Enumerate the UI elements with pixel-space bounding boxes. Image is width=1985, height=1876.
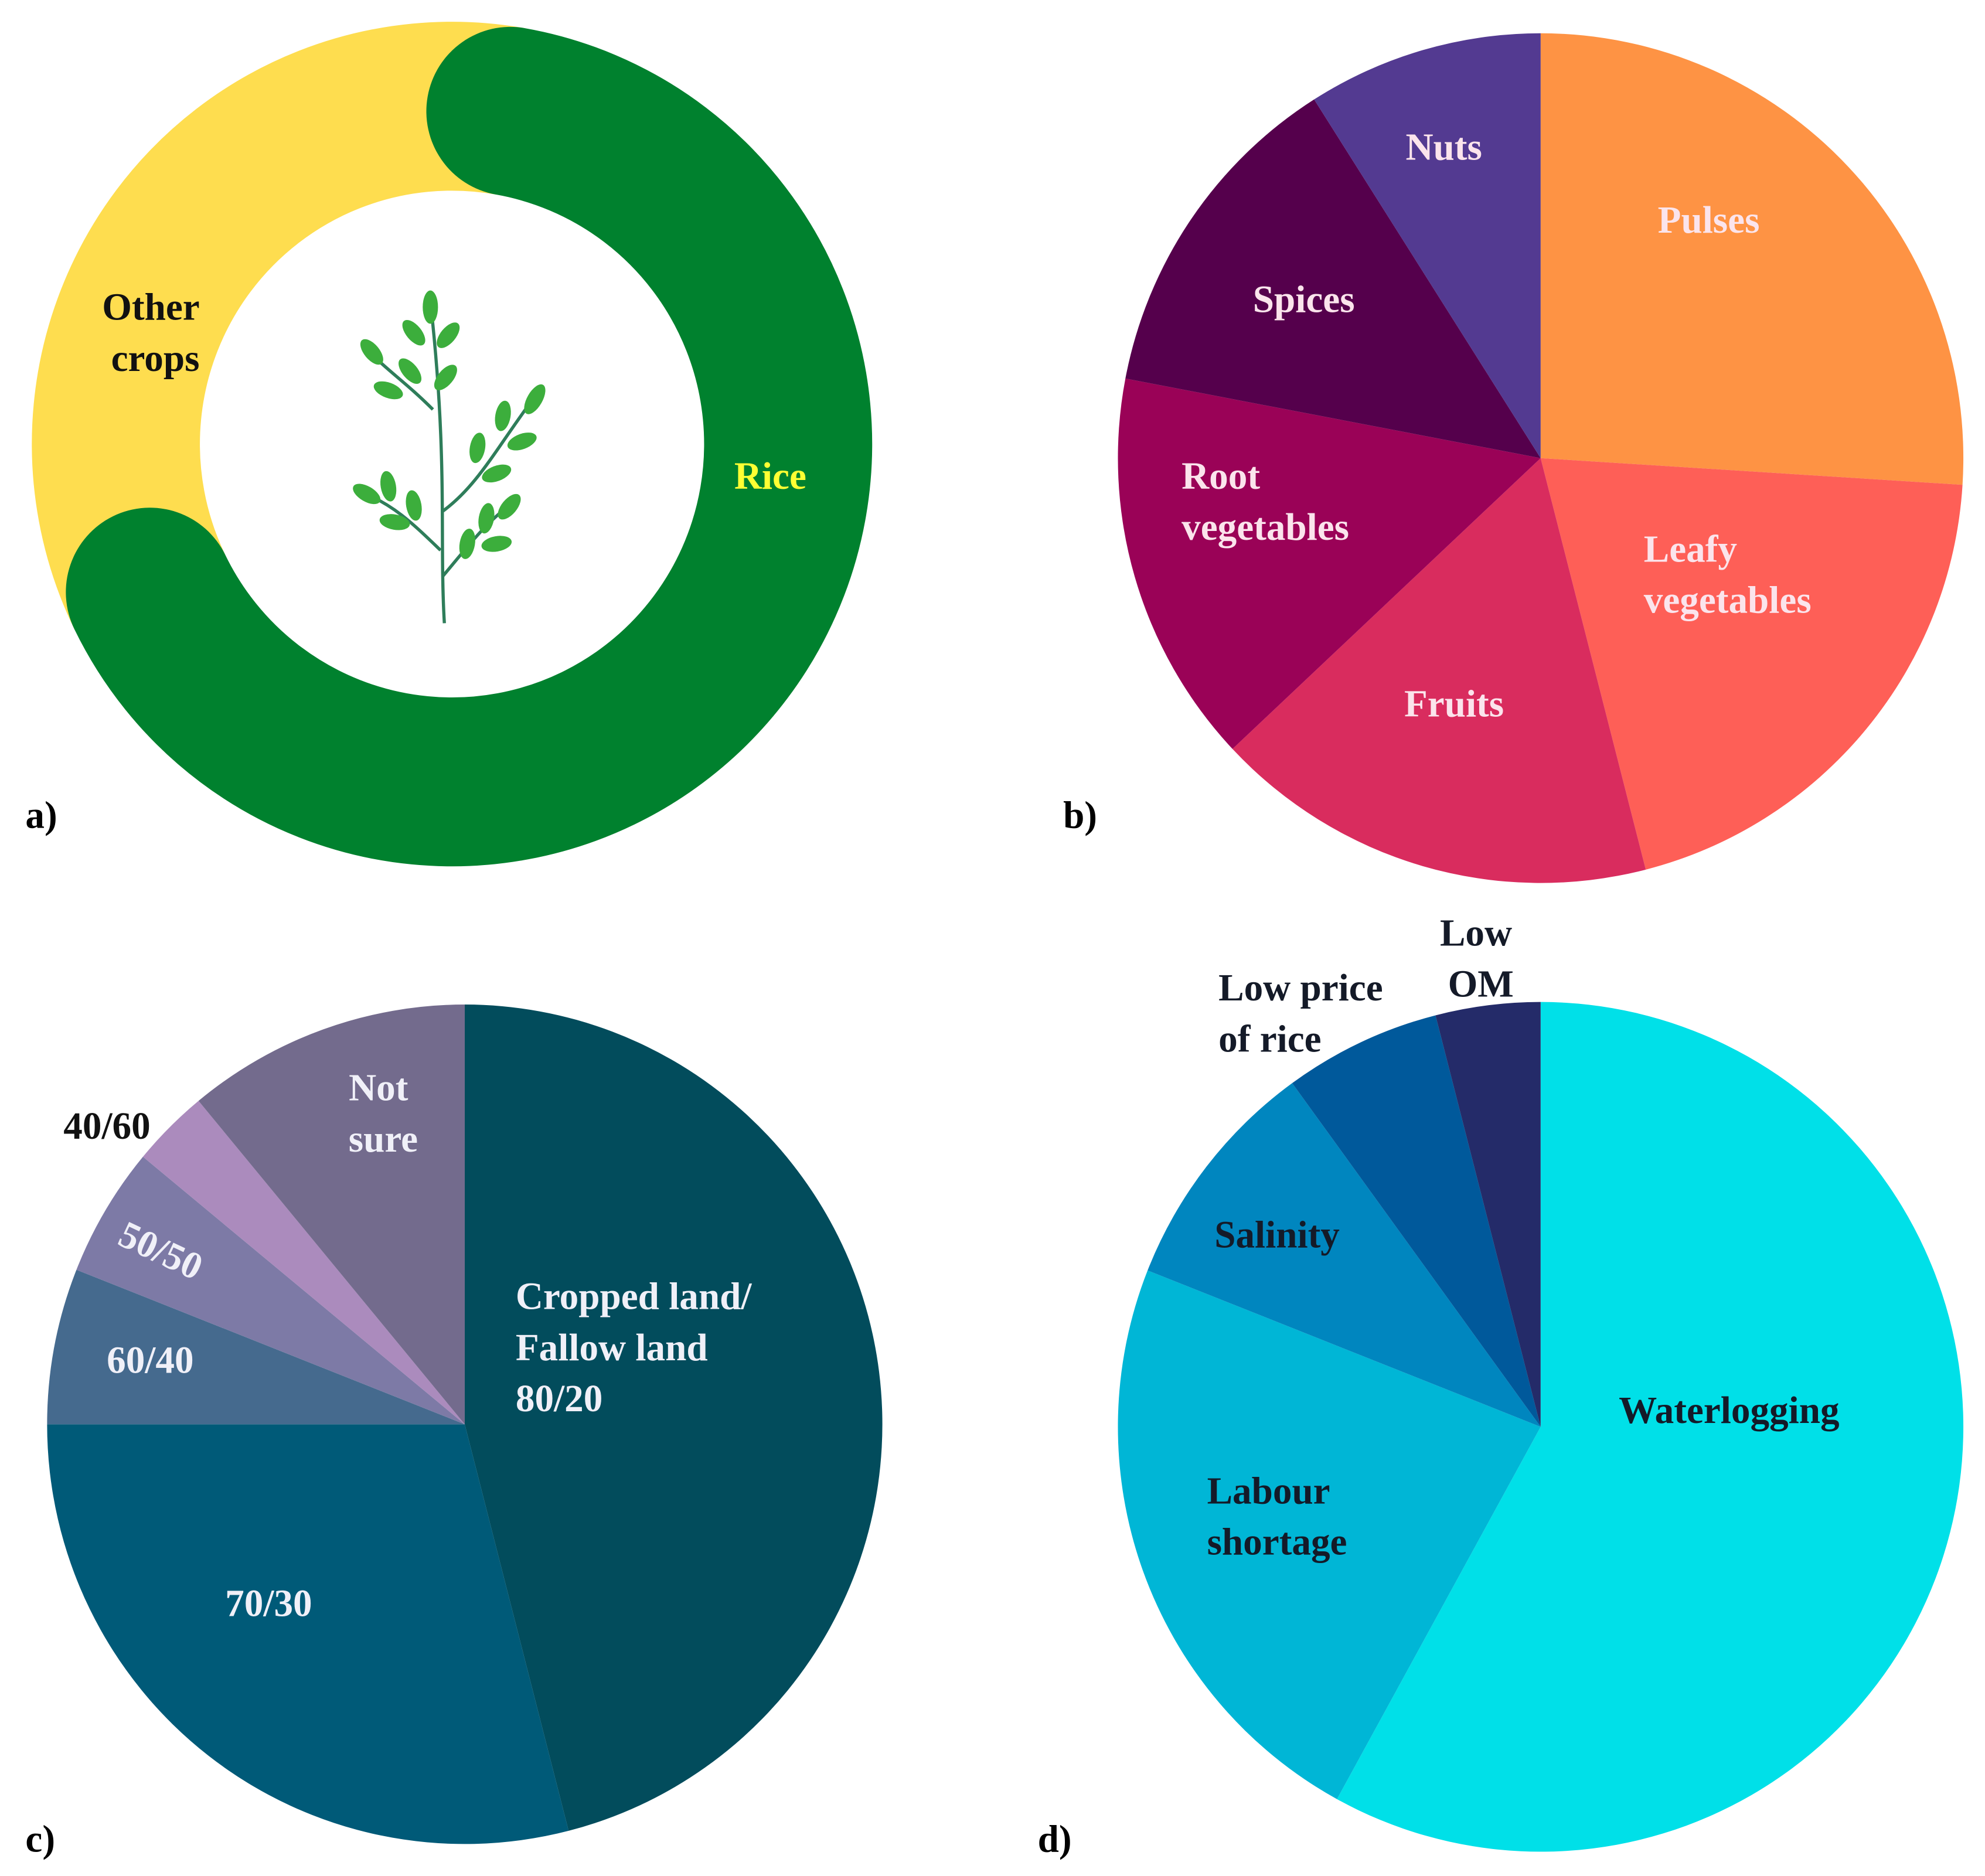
chart (1118, 33, 1964, 883)
slice-label: Low price of rice (1218, 967, 1392, 1061)
pie-slice (1125, 99, 1541, 458)
chart (32, 22, 873, 867)
panel-label: d) (1038, 1818, 1072, 1860)
panel-label: b) (1063, 794, 1097, 836)
slice-label: Leafy vegetables (1644, 528, 1812, 622)
donut-segment (66, 26, 873, 867)
slice-label: Pulses (1658, 199, 1760, 241)
donut-segment (32, 22, 525, 629)
pie-slice (1337, 1002, 1964, 1852)
slice-label: 40/60 (63, 1105, 150, 1148)
panel-label: a) (25, 794, 57, 836)
pie-slice (464, 1005, 883, 1831)
slice-label: Labour shortage (1207, 1470, 1347, 1564)
slice-label: Not sure (349, 1067, 418, 1160)
chart (1118, 1002, 1964, 1852)
pie-slice (47, 1424, 569, 1844)
pie-slice (76, 1156, 465, 1425)
slice-label: Other crops (102, 286, 209, 380)
pie-slice (1540, 458, 1963, 870)
plant-icon (353, 290, 546, 624)
pie-slice (1118, 1270, 1541, 1799)
panel-label: c) (25, 1818, 55, 1860)
slice-label: Rice (734, 455, 806, 498)
slice-label: Nuts (1405, 127, 1482, 169)
pie-slice (1314, 33, 1541, 458)
slice-label: Fruits (1404, 683, 1504, 725)
slice-label: Waterlogging (1619, 1390, 1840, 1432)
slice-label: Spices (1253, 278, 1355, 321)
pie-slice (1232, 458, 1646, 883)
slice-label: Low OM (1440, 912, 1521, 1006)
slice-label: 60/40 (107, 1339, 193, 1381)
pie-slice (47, 1269, 465, 1425)
pie-slice (1292, 1015, 1541, 1427)
pie-slice (142, 1101, 465, 1425)
pie-slice (1148, 1083, 1541, 1427)
slice-label: Root vegetables (1182, 455, 1349, 549)
pie-slice (1118, 378, 1541, 749)
slice-label: 70/30 (225, 1582, 312, 1625)
pie-slice (1435, 1002, 1541, 1427)
pie-slice (198, 1005, 465, 1425)
pie-slice (1540, 33, 1964, 485)
slice-label: Cropped land/ Fallow land 80/20 (516, 1275, 761, 1420)
chart (47, 1005, 883, 1844)
slice-label: Salinity (1214, 1214, 1340, 1257)
